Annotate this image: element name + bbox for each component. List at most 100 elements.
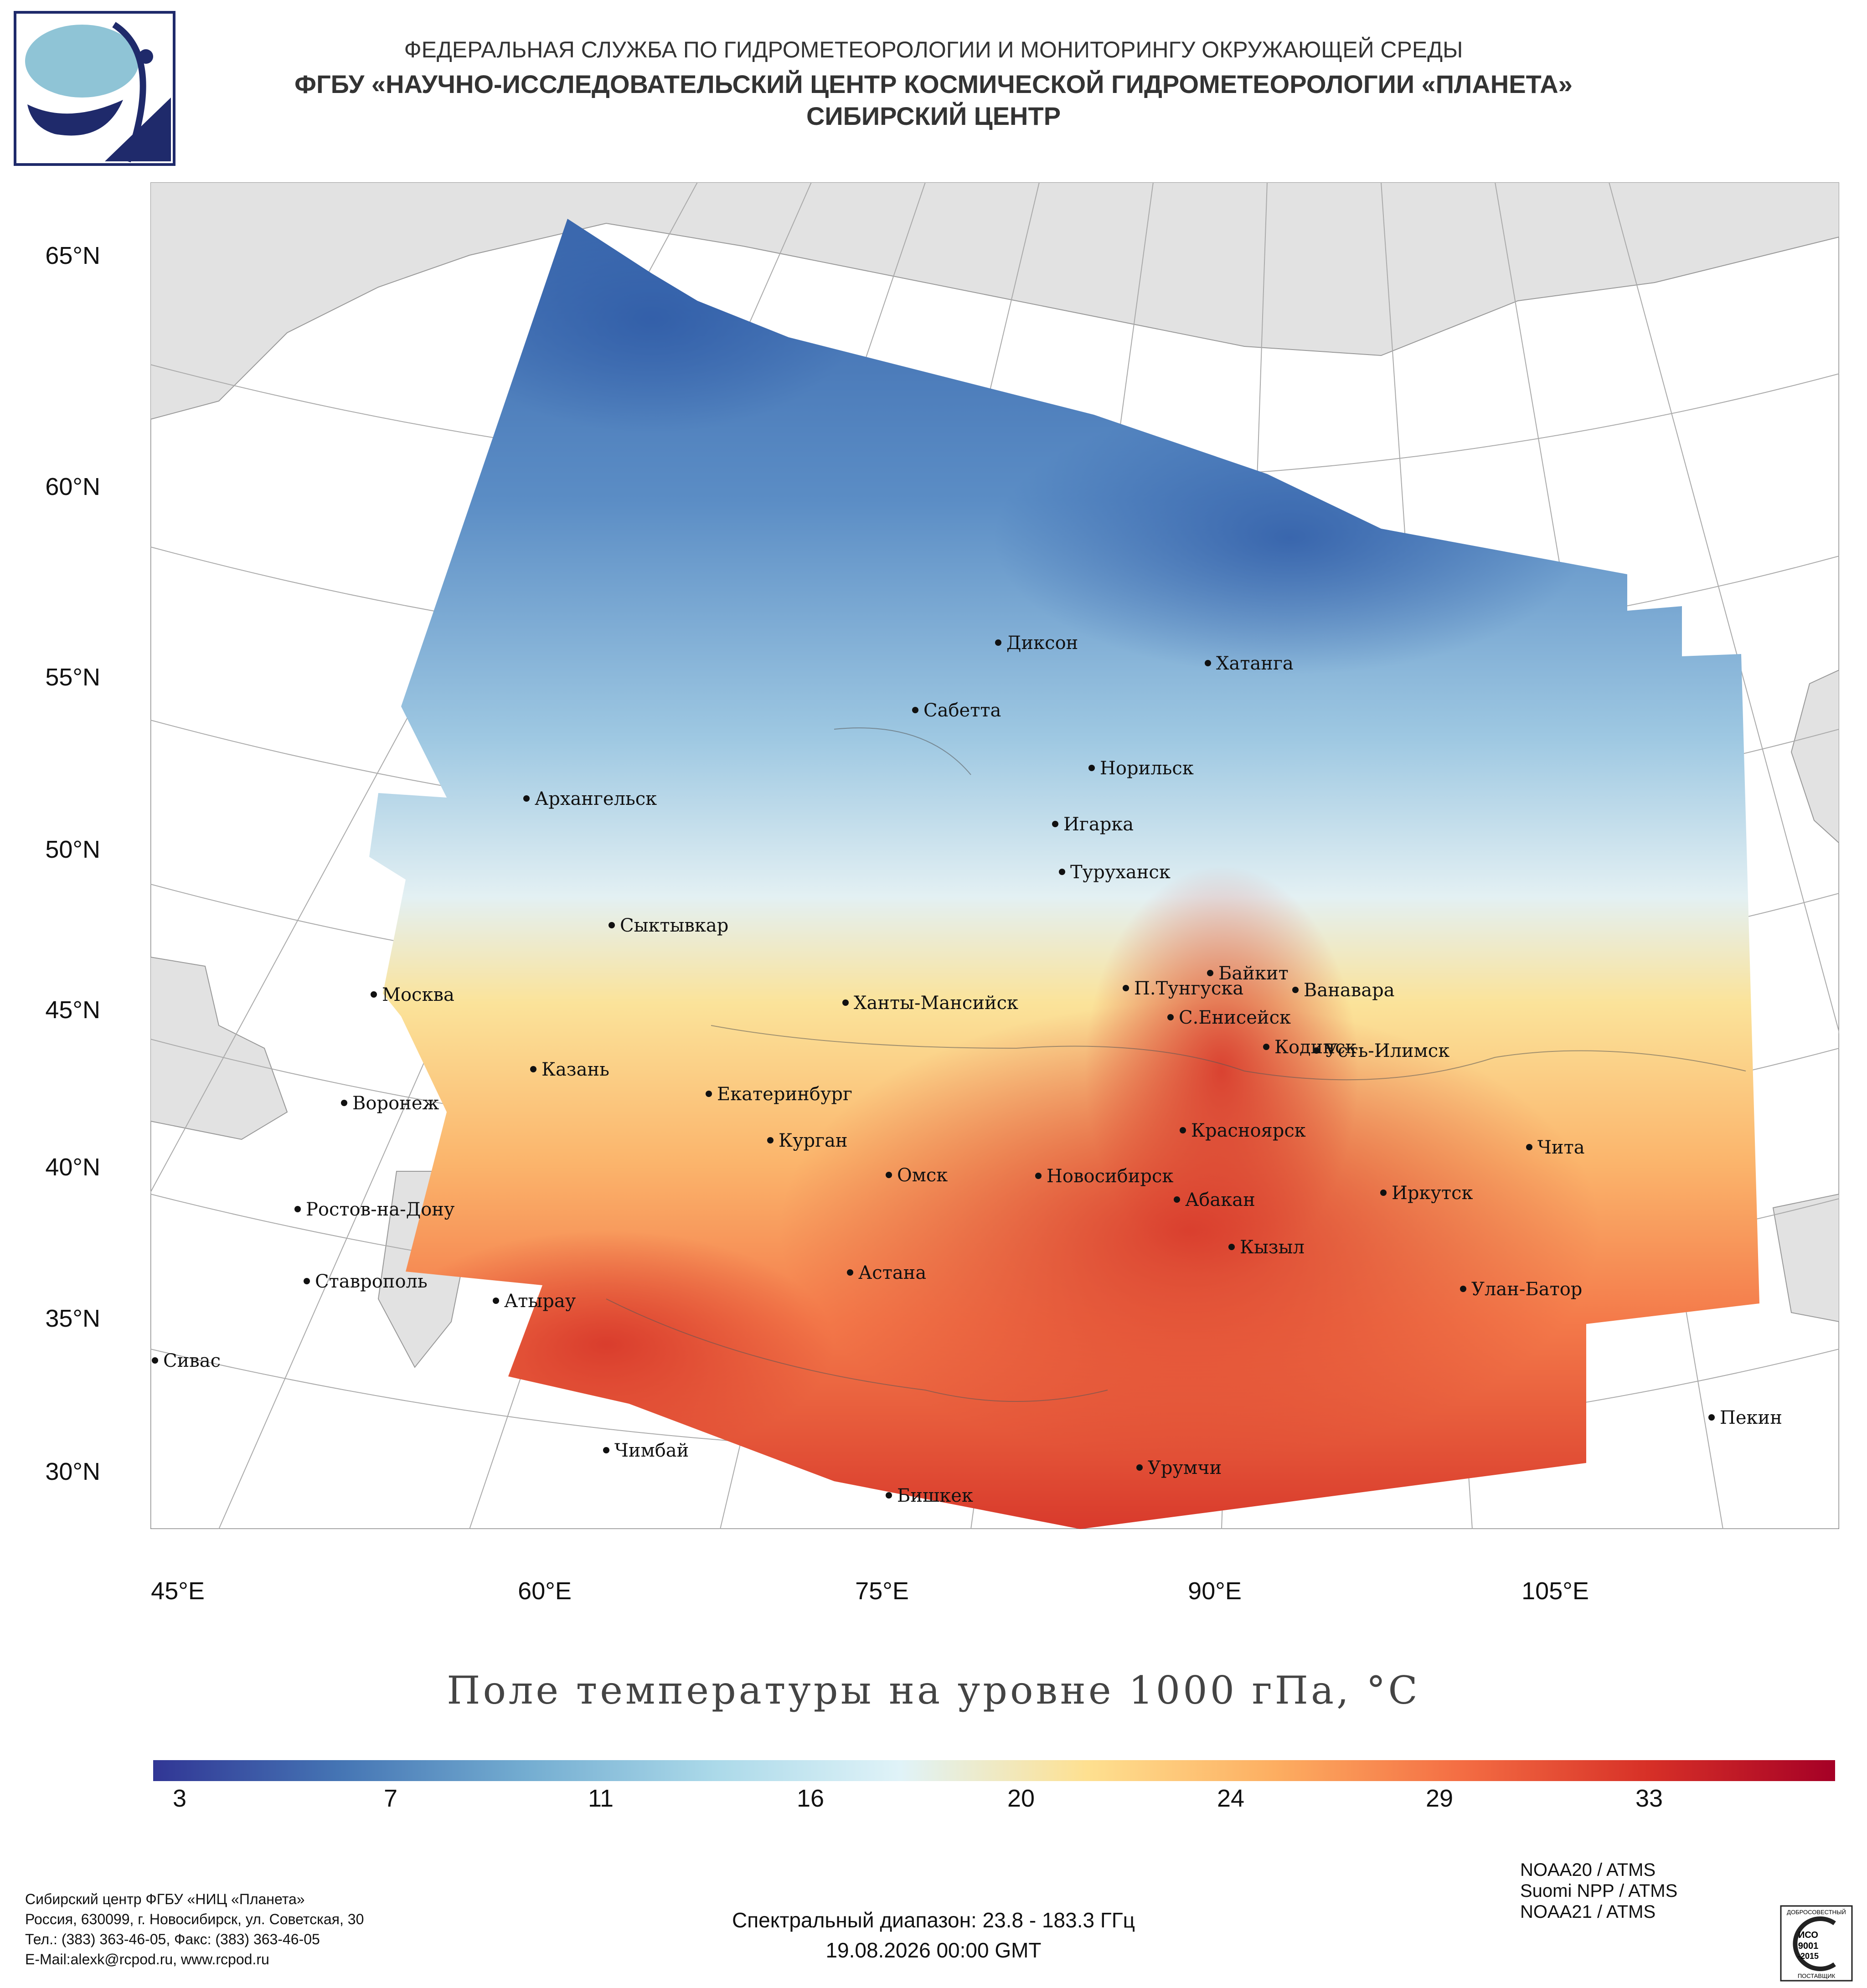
lon-label-75: 75°E (855, 1577, 909, 1605)
city-marker (304, 1278, 310, 1284)
city-label: Ростов-на-Дону (306, 1199, 455, 1220)
city-label: Сабетта (923, 700, 1001, 721)
city-marker (609, 922, 615, 928)
colorbar-tick: 3 (172, 1785, 187, 1812)
colorbar-tick: 16 (796, 1785, 825, 1812)
colorbar-tick: 11 (588, 1785, 614, 1812)
city-label: Ванавара (1304, 980, 1395, 1001)
header-agency: ФЕДЕРАЛЬНАЯ СЛУЖБА ПО ГИДРОМЕТЕОРОЛОГИИ … (404, 37, 1463, 62)
colorbar-tick: 33 (1635, 1785, 1663, 1812)
city-marker (530, 1066, 536, 1072)
city-marker (1136, 1464, 1143, 1471)
city-label: Иркутск (1392, 1183, 1473, 1204)
svg-text:9001: 9001 (1798, 1941, 1819, 1951)
lat-label-50: 50°N (45, 836, 100, 863)
city-marker (1263, 1044, 1269, 1050)
header-institute: ФГБУ «НАУЧНО-ИССЛЕДОВАТЕЛЬСКИЙ ЦЕНТР КОС… (294, 70, 1573, 98)
svg-text:ДОБРОСОВЕСТНЫЙ: ДОБРОСОВЕСТНЫЙ (1787, 1909, 1846, 1916)
city-label: Архангельск (535, 788, 657, 809)
city-marker (1380, 1190, 1387, 1196)
lon-label-45: 45°E (151, 1577, 205, 1605)
spectral-range: Спектральный диапазон: 23.8 - 183.3 ГГц (732, 1908, 1135, 1932)
city-label: Диксон (1006, 633, 1078, 654)
city-label: Красноярск (1191, 1120, 1306, 1141)
city-marker (523, 795, 530, 802)
city-marker (1313, 1047, 1320, 1054)
lat-label-60: 60°N (45, 473, 100, 500)
city-marker (1035, 1173, 1042, 1179)
city-marker (1123, 985, 1129, 991)
city-label: Абакан (1185, 1190, 1255, 1210)
city-marker (1460, 1286, 1466, 1292)
city-marker (1174, 1196, 1180, 1203)
city-label: Чита (1537, 1137, 1585, 1158)
org-phone: Тел.: (383) 363-46-05, Факс: (383) 363-4… (25, 1931, 320, 1947)
city-label: Пекин (1720, 1407, 1782, 1428)
colorbar-tick: 29 (1425, 1785, 1454, 1812)
city-label: Урумчи (1148, 1458, 1222, 1478)
city-label: П.Тунгуска (1134, 978, 1243, 999)
city-marker (1228, 1244, 1235, 1250)
lat-label-35: 35°N (45, 1305, 100, 1332)
organization-info: Сибирский центр ФГБУ «НИЦ «Планета» Росс… (25, 1889, 364, 1969)
city-marker (1180, 1127, 1186, 1133)
city-label: Ставрополь (315, 1271, 428, 1292)
city-label: Чимбай (614, 1440, 689, 1461)
svg-text:ПОСТАВЩИК: ПОСТАВЩИК (1798, 1973, 1836, 1979)
header-center: СИБИРСКИЙ ЦЕНТР (806, 102, 1061, 130)
city-label: Улан-Батор (1471, 1279, 1582, 1300)
svg-text:ИСО: ИСО (1798, 1930, 1818, 1940)
city-label: Новосибирск (1047, 1166, 1173, 1187)
lat-label-40: 40°N (45, 1154, 100, 1181)
city-label: Сивас (163, 1350, 221, 1371)
city-marker (1207, 970, 1213, 976)
city-marker (842, 999, 849, 1006)
city-label: Екатеринбург (717, 1084, 852, 1105)
footer-center: Спектральный диапазон: 23.8 - 183.3 ГГц … (0, 1905, 1867, 1965)
city-marker (767, 1137, 774, 1143)
city-marker (886, 1172, 892, 1178)
city-marker (1088, 765, 1095, 771)
city-label: Игарка (1063, 814, 1134, 835)
city-label: Бишкек (897, 1485, 973, 1506)
planeta-logo (14, 11, 175, 166)
datetime: 19.08.2026 00:00 GMT (825, 1938, 1042, 1962)
city-label: Кодинск (1274, 1037, 1356, 1058)
map-title: Поле температуры на уровне 1000 гПа, °C (447, 1668, 1420, 1713)
city-marker (152, 1357, 158, 1364)
city-marker (493, 1298, 499, 1304)
colorbar (153, 1760, 1835, 1781)
city-marker (886, 1492, 892, 1499)
colorbar-tick: 20 (1007, 1785, 1035, 1812)
city-marker (706, 1091, 712, 1097)
org-address: Россия, 630099, г. Новосибирск, ул. Сове… (25, 1911, 364, 1927)
city-marker (1052, 821, 1058, 827)
city-label: С.Енисейск (1179, 1007, 1291, 1028)
city-marker (371, 991, 377, 998)
city-marker (603, 1447, 609, 1453)
lat-label-45: 45°N (45, 996, 100, 1024)
city-label: Байкит (1218, 963, 1289, 984)
city-marker (1167, 1014, 1174, 1020)
city-marker (1708, 1414, 1715, 1421)
city-label: Воронеж (352, 1093, 439, 1114)
lon-label-60: 60°E (518, 1577, 572, 1605)
city-marker (912, 707, 918, 713)
city-marker (1205, 660, 1211, 666)
sensor-item: NOAA21 / ATMS (1520, 1902, 1656, 1922)
lon-label-105: 105°E (1521, 1577, 1589, 1605)
city-marker (294, 1206, 301, 1212)
lat-label-55: 55°N (45, 664, 100, 691)
city-marker (1292, 987, 1299, 993)
lat-label-30: 30°N (45, 1458, 100, 1485)
city-label: Астана (858, 1262, 926, 1283)
city-label: Сыктывкар (620, 915, 728, 936)
city-label: Усть-Илимск (1325, 1040, 1449, 1061)
city-label: Норильск (1100, 758, 1194, 779)
lon-label-90: 90°E (1188, 1577, 1242, 1605)
city-label: Кызыл (1240, 1237, 1305, 1258)
city-marker (1059, 869, 1065, 875)
lat-label-65: 65°N (45, 242, 100, 269)
city-labels: Диксон Хатанга Сабетта Норильск Архангельск И… (152, 633, 1782, 1506)
colorbar-tick: 24 (1217, 1785, 1245, 1812)
